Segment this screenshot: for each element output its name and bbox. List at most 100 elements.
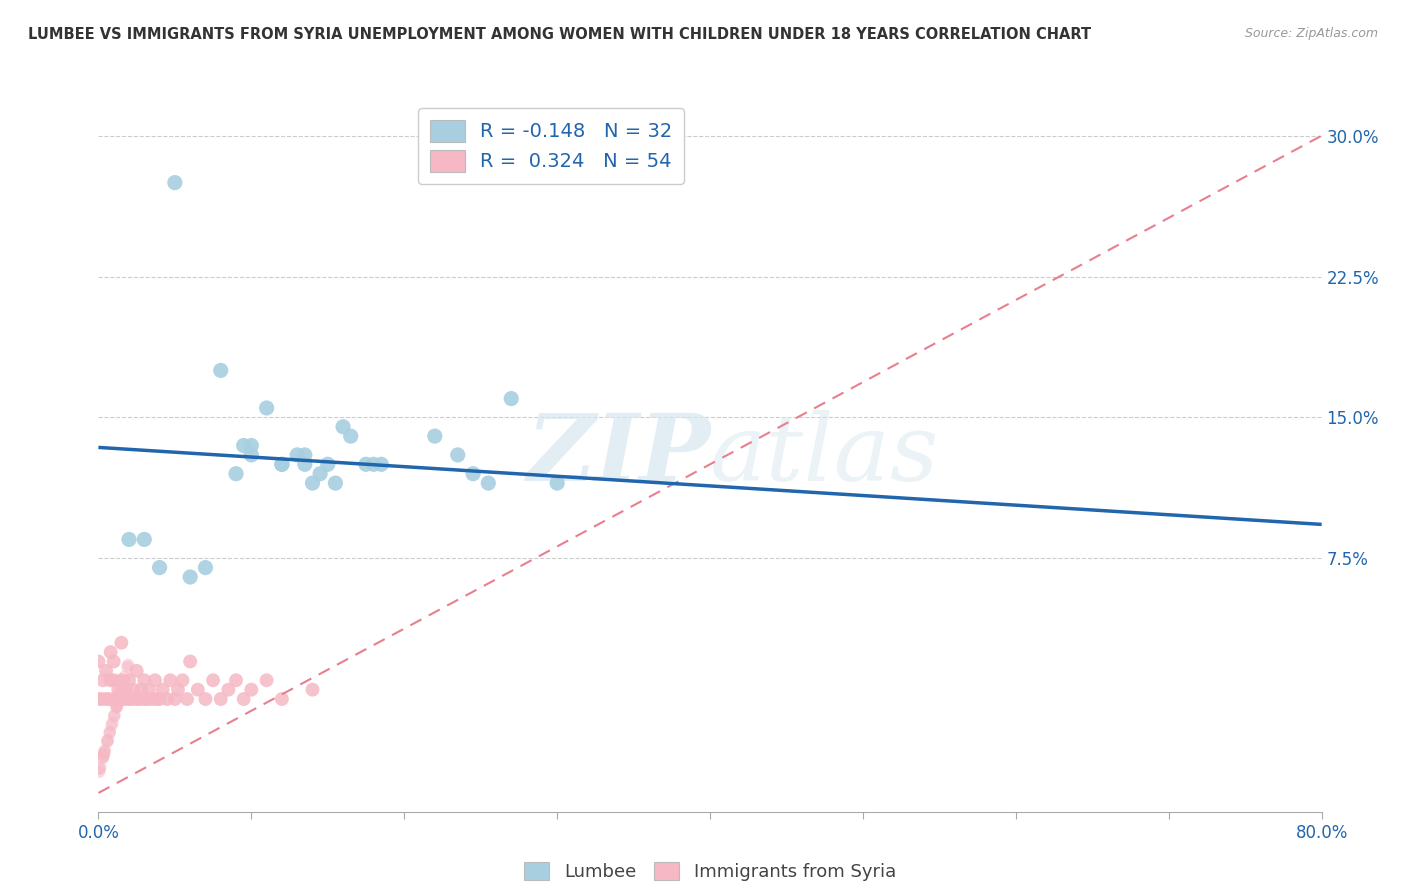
Point	[447, 448, 470, 462]
Point	[94, 664, 117, 678]
Point	[240, 682, 263, 697]
Point	[90, 692, 112, 706]
Point	[93, 745, 115, 759]
Point	[477, 476, 499, 491]
Point	[159, 673, 181, 688]
Point	[363, 458, 385, 472]
Point	[101, 715, 124, 730]
Point	[87, 764, 110, 779]
Point	[179, 655, 201, 669]
Point	[138, 682, 160, 697]
Point	[256, 673, 278, 688]
Point	[194, 692, 217, 706]
Point	[149, 692, 172, 706]
Point	[225, 673, 247, 688]
Point	[96, 734, 118, 748]
Point	[110, 684, 132, 698]
Point	[105, 699, 128, 714]
Point	[110, 673, 132, 688]
Point	[97, 732, 120, 747]
Point	[98, 726, 121, 740]
Point	[301, 476, 323, 491]
Text: ZIP: ZIP	[526, 410, 710, 500]
Point	[122, 682, 145, 697]
Point	[117, 657, 139, 672]
Point	[100, 645, 122, 659]
Point	[118, 692, 141, 706]
Point	[202, 673, 225, 688]
Point	[232, 692, 254, 706]
Point	[325, 476, 347, 491]
Point	[112, 673, 135, 688]
Point	[316, 458, 339, 472]
Point	[93, 747, 115, 761]
Point	[270, 458, 292, 472]
Point	[100, 673, 122, 688]
Point	[89, 762, 111, 776]
Text: LUMBEE VS IMMIGRANTS FROM SYRIA UNEMPLOYMENT AMONG WOMEN WITH CHILDREN UNDER 18 : LUMBEE VS IMMIGRANTS FROM SYRIA UNEMPLOY…	[28, 27, 1091, 42]
Point	[240, 448, 263, 462]
Point	[232, 438, 254, 452]
Point	[145, 692, 167, 706]
Point	[91, 749, 114, 764]
Point	[179, 570, 201, 584]
Point	[136, 692, 159, 706]
Point	[461, 467, 484, 481]
Point	[354, 458, 377, 472]
Point	[121, 692, 143, 706]
Point	[217, 682, 239, 697]
Point	[128, 692, 150, 706]
Point	[115, 682, 138, 697]
Point	[96, 734, 118, 748]
Text: Source: ZipAtlas.com: Source: ZipAtlas.com	[1244, 27, 1378, 40]
Point	[339, 429, 361, 443]
Point	[87, 692, 110, 706]
Point	[501, 392, 523, 406]
Point	[114, 669, 136, 683]
Point	[110, 692, 132, 706]
Point	[94, 692, 117, 706]
Point	[134, 533, 156, 547]
Point	[111, 679, 134, 693]
Point	[91, 673, 114, 688]
Point	[105, 699, 128, 714]
Point	[94, 743, 117, 757]
Point	[167, 682, 190, 697]
Point	[194, 560, 217, 574]
Point	[163, 692, 186, 706]
Point	[129, 682, 152, 697]
Point	[546, 476, 568, 491]
Point	[98, 692, 121, 706]
Point	[103, 708, 125, 723]
Point	[117, 660, 139, 674]
Point	[370, 458, 392, 472]
Point	[103, 673, 125, 688]
Point	[294, 448, 316, 462]
Point	[301, 682, 323, 697]
Point	[134, 692, 156, 706]
Point	[285, 448, 308, 462]
Point	[107, 682, 129, 697]
Point	[176, 692, 198, 706]
Point	[105, 700, 128, 714]
Point	[105, 698, 128, 713]
Point	[110, 636, 132, 650]
Point	[423, 429, 446, 443]
Point	[309, 467, 332, 481]
Point	[256, 401, 278, 415]
Point	[225, 467, 247, 481]
Point	[105, 692, 128, 706]
Point	[134, 673, 156, 688]
Point	[87, 655, 110, 669]
Point	[270, 458, 292, 472]
Point	[108, 687, 131, 701]
Point	[141, 692, 163, 706]
Point	[143, 673, 166, 688]
Text: atlas: atlas	[710, 410, 939, 500]
Point	[270, 692, 292, 706]
Point	[209, 692, 232, 706]
Point	[118, 533, 141, 547]
Point	[125, 664, 148, 678]
Point	[103, 692, 125, 706]
Point	[187, 682, 209, 697]
